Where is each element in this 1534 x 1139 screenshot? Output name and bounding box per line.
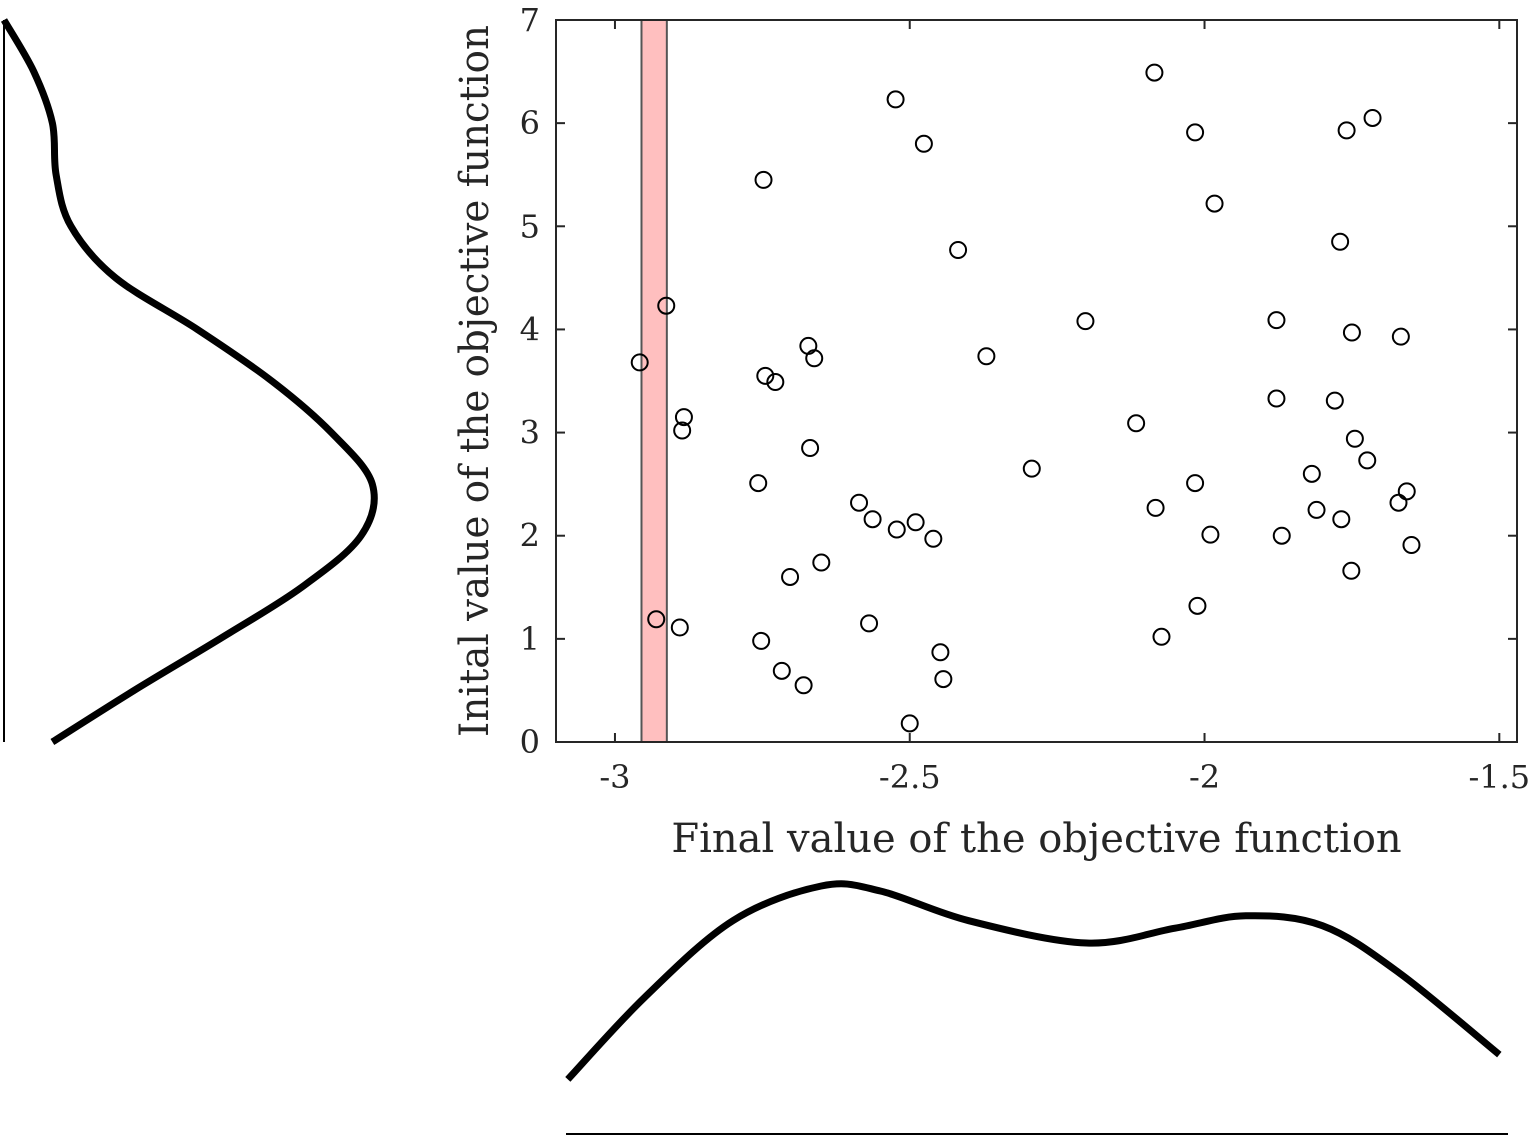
scatter-point [949,241,968,260]
scatter-point [914,134,933,153]
scatter-point [1332,510,1351,529]
scatter-point [1325,391,1344,410]
scatter-point [1402,535,1421,554]
scatter-point [863,510,882,529]
scatter-point [1302,464,1321,483]
y-tick-label: 7 [520,1,540,39]
scatter-point [657,296,676,315]
marginal-density-y-curve [0,18,378,745]
x-axis: -3 -2.5 -2 -1.5 [599,20,1530,796]
x-tick-label: -2 [1189,758,1220,796]
y-tick-label: 0 [520,723,540,761]
scatter-point [1342,323,1361,342]
scatter-point [1363,108,1382,127]
plot-frame [555,19,1518,743]
scatter-point [674,408,693,427]
x-tick-label: -3 [599,758,630,796]
y-axis-label: Inital value of the objective function [452,25,498,737]
y-tick-label: 5 [520,207,540,245]
scatter-point [1337,121,1356,140]
y-axis: 0 1 2 3 4 5 6 7 [520,1,1517,761]
scatter-point [1127,414,1146,433]
scatter-point [1145,63,1164,82]
scatter-point [1152,627,1171,646]
scatter-point [850,493,869,512]
scatter-point [756,366,775,385]
scatter-point [812,553,831,572]
scatter-point [887,520,906,539]
y-tick-label: 4 [520,310,540,348]
scatter-point [1272,526,1291,545]
scatter-point [931,643,950,662]
scatter-point [1331,232,1350,251]
marginal-density-x-curve [565,880,1502,1082]
scatter-point [886,90,905,109]
scatter-point [900,714,919,733]
scatter-point [1076,312,1095,331]
scatter-point [754,170,773,189]
scatter-point [1022,459,1041,478]
scatter-point [1146,498,1165,517]
scatter-point [1307,500,1326,519]
scatter-point [1186,123,1205,142]
scatter-point [794,676,813,695]
scatter-point [670,618,689,637]
scatter-point [977,347,996,366]
scatter-point [1397,482,1416,501]
x-axis-label: Final value of the objective function [671,816,1401,862]
scatter-point [766,373,785,392]
scatter-point [647,610,666,629]
y-tick-label: 6 [520,104,540,142]
scatter-point [673,421,692,440]
scatter-point [781,567,800,586]
scatter-point [934,670,953,689]
scatter-point [630,353,649,372]
highlight-band [641,20,667,742]
scatter-point [1267,389,1286,408]
y-tick-label: 2 [520,517,540,555]
y-tick-label: 1 [520,620,540,658]
scatter-point [1358,451,1377,470]
scatter-point [1186,474,1205,493]
scatter-point [749,474,768,493]
scatter-point [906,513,925,532]
scatter-point [1267,311,1286,330]
scatter-point [1391,327,1410,346]
scatter-point [1345,429,1364,448]
scatter-point [1188,596,1207,615]
scatter-point [752,631,771,650]
scatter-point [1342,561,1361,580]
highlight-band-layer [640,20,668,742]
scatter-point [924,529,943,548]
scatter-point [772,661,791,680]
scatter-point [1205,194,1224,213]
scatter-point [860,614,879,633]
scatter-points [630,63,1421,733]
scatter-point [805,349,824,368]
scatter-point [1201,525,1220,544]
scatter-point [801,439,820,458]
y-tick-label: 3 [520,414,540,452]
scatter-point [1389,493,1408,512]
x-tick-label: -2.5 [879,758,941,796]
x-tick-label: -1.5 [1468,758,1530,796]
